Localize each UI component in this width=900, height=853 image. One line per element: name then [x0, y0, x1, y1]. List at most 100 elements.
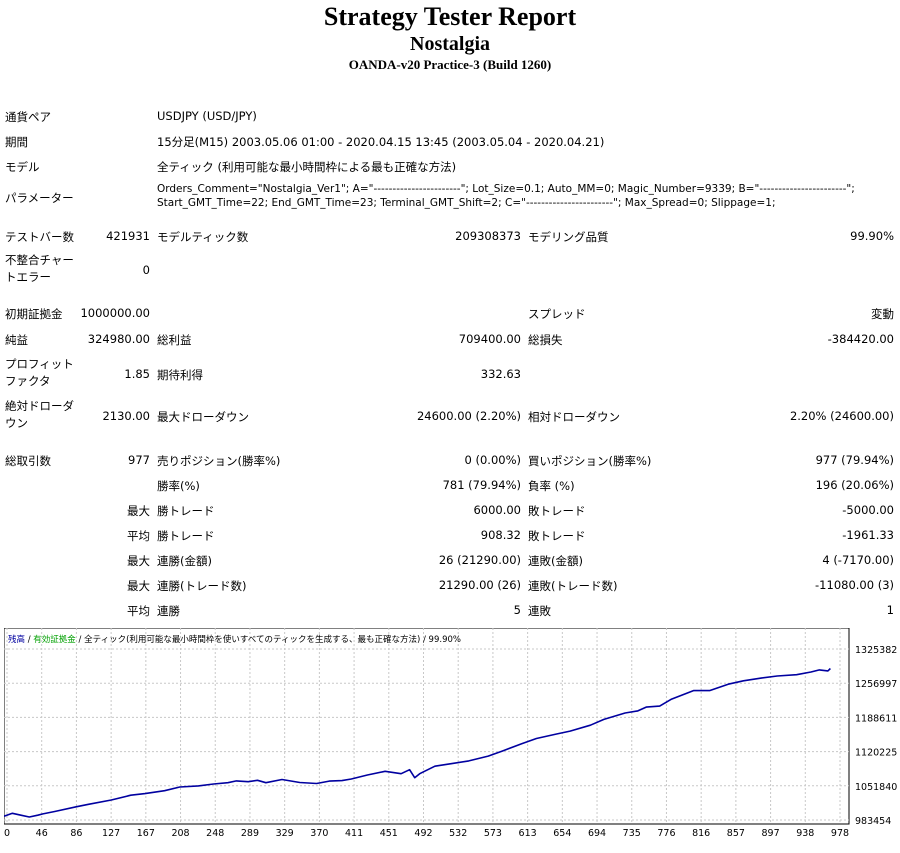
x-tick-label: 451 — [380, 828, 398, 839]
x-tick-label: 370 — [310, 828, 328, 839]
period-label: 期間 — [5, 135, 28, 149]
x-tick-label: 938 — [796, 828, 814, 839]
deposit-label: 初期証拠金 — [5, 307, 63, 321]
y-tick-label: 1120225 — [855, 748, 897, 759]
model-label: モデル — [5, 160, 40, 174]
cons-losses-label: 連敗(金額) — [528, 554, 583, 568]
pf-label-2: ファクタ — [5, 374, 51, 388]
x-tick-label: 46 — [36, 828, 48, 839]
x-tick-label: 167 — [137, 828, 155, 839]
x-tick-label: 532 — [449, 828, 467, 839]
x-tick-label: 573 — [484, 828, 502, 839]
symbol-value: USDJPY (USD/JPY) — [157, 109, 257, 123]
abs-dd-label: 絶対ドローダ ウン — [5, 398, 74, 432]
avg-cons-wins-value: 5 — [513, 603, 521, 617]
gross-loss-value: -384420.00 — [827, 332, 894, 346]
y-tick-label: 1051840 — [855, 782, 897, 793]
long-value: 977 (79.94%) — [815, 453, 894, 467]
x-tick-label: 492 — [414, 828, 432, 839]
y-axis: 1325382 1256997 1188611 1120225 1051840 98345… — [855, 645, 897, 827]
pf-label: プロフィット ファクタ — [5, 356, 74, 390]
x-tick-label: 0 — [4, 828, 10, 839]
chart-legend: 残高 / 有効証拠金 / 全ティック(利用可能な最小時間枠を使いすべてのティック… — [8, 634, 461, 645]
model-value: 全ティック (利用可能な最小時間枠による最も正確な方法) — [157, 160, 457, 174]
max-loss-label: 敗トレード — [528, 504, 586, 518]
x-tick-label: 329 — [276, 828, 294, 839]
max-dd-value: 24600.00 (2.20%) — [416, 409, 521, 423]
y-tick-label: 1256997 — [855, 679, 897, 690]
max-dd-label: 最大ドローダウン — [157, 410, 249, 424]
avg-cons-losses-label: 連敗 — [528, 604, 551, 618]
params-line-1: Orders_Comment="Nostalgia_Ver1"; A="----… — [157, 183, 855, 195]
chart-lines — [4, 667, 831, 818]
quality-label: モデリング品質 — [528, 230, 609, 244]
x-tick-label: 86 — [70, 828, 82, 839]
bars-label: テストバー数 — [5, 230, 74, 244]
x-tick-label: 735 — [623, 828, 641, 839]
win-rate-label: 勝率(%) — [157, 479, 200, 493]
plot-frame — [4, 628, 850, 825]
loss-rate-value: 196 (20.06%) — [815, 478, 894, 492]
avg-cons-wins-label: 連勝 — [157, 604, 180, 618]
avg-cons-losses-value: 1 — [886, 603, 894, 617]
mismatch-label-2: トエラー — [5, 270, 51, 284]
legend-margin: 有効証拠金 — [33, 634, 76, 645]
x-tick-label: 857 — [727, 828, 745, 839]
avg-loss-value: -1961.33 — [842, 528, 894, 542]
ticks-label: モデルティック数 — [157, 230, 249, 244]
max-word: 最大 — [127, 504, 150, 518]
legend-model: 全ティック(利用可能な最小時間枠を使いすべてのティックを生成する、最も正確な方法… — [84, 634, 420, 645]
gross-loss-label: 総損失 — [528, 333, 563, 347]
x-tick-label: 208 — [171, 828, 189, 839]
params-label: パラメーター — [5, 191, 74, 205]
x-tick-label: 613 — [519, 828, 537, 839]
x-tick-label: 776 — [657, 828, 675, 839]
report-title: Strategy Tester Report — [323, 2, 577, 31]
legend-quality: / 99.90% — [420, 635, 461, 645]
x-tick-label: 816 — [692, 828, 710, 839]
cons-profit-label: 連勝(トレード数) — [157, 579, 247, 593]
gross-profit-label: 総利益 — [157, 333, 192, 347]
short-value: 0 (0.00%) — [464, 453, 521, 467]
quality-value: 99.90% — [850, 229, 894, 243]
x-tick-label: 248 — [206, 828, 224, 839]
rel-dd-label: 相対ドローダウン — [528, 410, 620, 424]
server-info: OANDA-v20 Practice-3 (Build 1260) — [348, 57, 552, 72]
max-word-2: 最大 — [127, 554, 150, 568]
net-value: 324980.00 — [87, 332, 150, 346]
y-tick-label: 983454 — [855, 816, 891, 827]
gross-profit-value: 709400.00 — [458, 332, 521, 346]
pf-label-1: プロフィット — [5, 357, 74, 371]
y-tick-label: 1325382 — [855, 645, 897, 656]
mismatch-value: 0 — [142, 263, 150, 277]
x-tick-label: 897 — [762, 828, 780, 839]
x-tick-label: 694 — [588, 828, 606, 839]
total-value: 977 — [128, 453, 150, 467]
deposit-value: 1000000.00 — [80, 306, 150, 320]
pf-value: 1.85 — [124, 367, 150, 381]
avg-win-label: 勝トレード — [157, 529, 215, 543]
avg-word-2: 平均 — [127, 604, 150, 618]
mismatch-label-1: 不整合チャー — [5, 253, 74, 267]
balance-line — [4, 667, 831, 818]
max-loss-value: -5000.00 — [842, 503, 894, 517]
x-tick-label: 411 — [345, 828, 363, 839]
cons-losses-value: 4 (-7170.00) — [822, 553, 894, 567]
avg-loss-label: 敗トレード — [528, 529, 586, 543]
cons-wins-label: 連勝(金額) — [157, 554, 212, 568]
chart-grid — [4, 628, 849, 824]
cons-loss-label: 連敗(トレード数) — [528, 579, 618, 593]
expected-label: 期待利得 — [157, 368, 203, 382]
short-label: 売りポジション(勝率%) — [157, 454, 281, 468]
max-word-3: 最大 — [127, 579, 150, 593]
cons-wins-value: 26 (21290.00) — [438, 553, 521, 567]
symbol-label: 通貨ペア — [5, 110, 51, 124]
balance-chart: 0 46 86 127 167 208 248 289 329 370 411 451 492 532 57… — [4, 628, 897, 839]
legend-balance: 残高 — [8, 634, 25, 645]
ea-name: Nostalgia — [410, 33, 490, 55]
abs-dd-value: 2130.00 — [102, 409, 150, 423]
max-win-label: 勝トレード — [157, 504, 215, 518]
x-axis: 0 46 86 127 167 208 248 289 329 370 411 451 492 532 57… — [4, 828, 849, 839]
cons-profit-value: 21290.00 (26) — [438, 578, 521, 592]
total-label: 総取引数 — [5, 454, 51, 468]
